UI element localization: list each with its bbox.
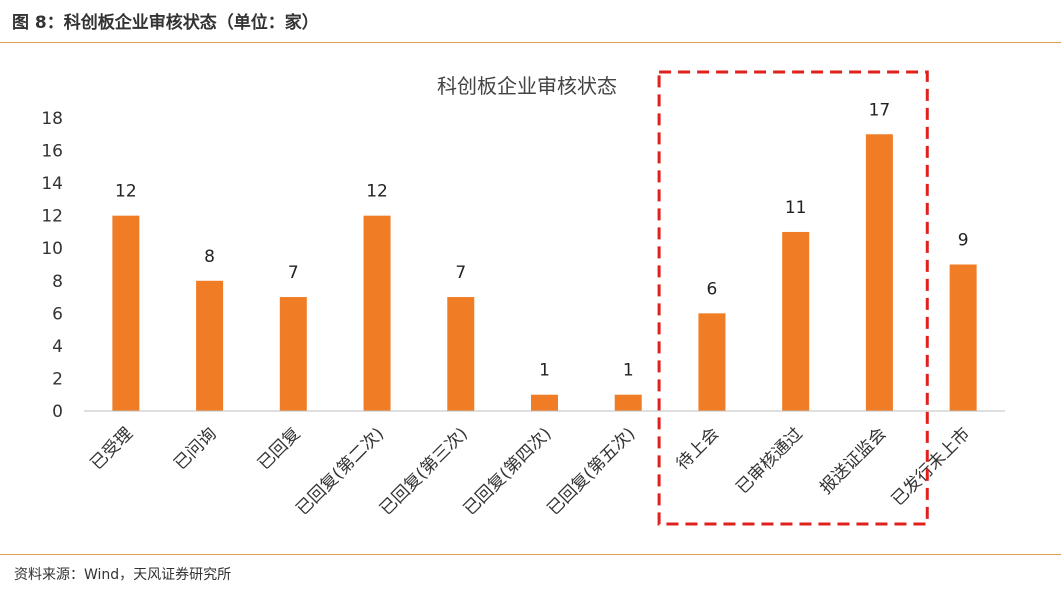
- bar-value-label: 7: [455, 263, 466, 283]
- x-category-label: 已审核通过: [733, 424, 807, 498]
- y-tick-label: 16: [41, 142, 63, 162]
- bar: [614, 394, 642, 411]
- y-tick-label: 10: [41, 239, 63, 259]
- bar: [196, 280, 224, 411]
- x-category-label: 已回复(第四次): [460, 424, 556, 520]
- y-tick-label: 12: [41, 207, 63, 227]
- bar: [698, 313, 726, 411]
- source-note: 资料来源：Wind，天风证券研究所: [14, 567, 232, 583]
- bar-value-label: 12: [366, 182, 388, 202]
- y-tick-label: 2: [52, 369, 63, 389]
- x-category-label: 待上会: [673, 424, 723, 474]
- x-category-label: 已回复: [254, 424, 304, 474]
- bar: [782, 231, 810, 411]
- x-category-label: 已回复(第三次): [376, 424, 472, 520]
- bar-value-label: 1: [623, 361, 634, 381]
- y-tick-label: 0: [52, 402, 63, 422]
- x-category-label: 已回复(第五次): [544, 424, 640, 520]
- x-category-label: 报送证监会: [816, 424, 890, 498]
- figure-title: 图 8：科创板企业审核状态（单位：家）: [12, 13, 319, 33]
- bar-value-label: 11: [785, 198, 807, 218]
- bar-value-label: 17: [869, 100, 891, 120]
- bar: [949, 264, 977, 411]
- bar: [112, 215, 140, 411]
- y-tick-label: 18: [41, 109, 63, 129]
- bottom-divider: [0, 554, 1061, 555]
- x-category-label: 已问询: [170, 424, 220, 474]
- bar-value-label: 12: [115, 182, 137, 202]
- bar-value-label: 6: [707, 279, 718, 299]
- x-category-label: 已受理: [87, 424, 137, 474]
- chart-title: 科创板企业审核状态: [437, 74, 617, 98]
- bar: [279, 297, 307, 411]
- highlight-box: [657, 70, 929, 526]
- top-divider: [0, 42, 1061, 43]
- x-axis-category-labels: 已受理 已问询 已回复已回复(第二次)已回复(第三次)已回复(第四次)已回复(第五次…: [87, 424, 974, 520]
- bar: [531, 394, 558, 411]
- bars: [112, 134, 977, 411]
- x-category-label: 已发行未上市: [888, 424, 974, 510]
- y-tick-label: 14: [41, 174, 63, 194]
- y-axis-ticks: 0 2 4 6 8 10 12 14 16 18: [41, 109, 63, 422]
- bar: [447, 297, 475, 411]
- bar-value-label: 1: [539, 361, 550, 381]
- x-category-label: 已回复(第二次): [292, 424, 388, 520]
- y-tick-label: 8: [52, 272, 63, 292]
- y-tick-label: 4: [52, 337, 63, 357]
- y-tick-label: 6: [52, 304, 63, 324]
- bar: [363, 215, 391, 411]
- bar: [865, 134, 893, 411]
- bar-value-label: 9: [958, 231, 969, 251]
- bar-value-label: 7: [288, 263, 299, 283]
- bar-value-label: 8: [204, 247, 215, 267]
